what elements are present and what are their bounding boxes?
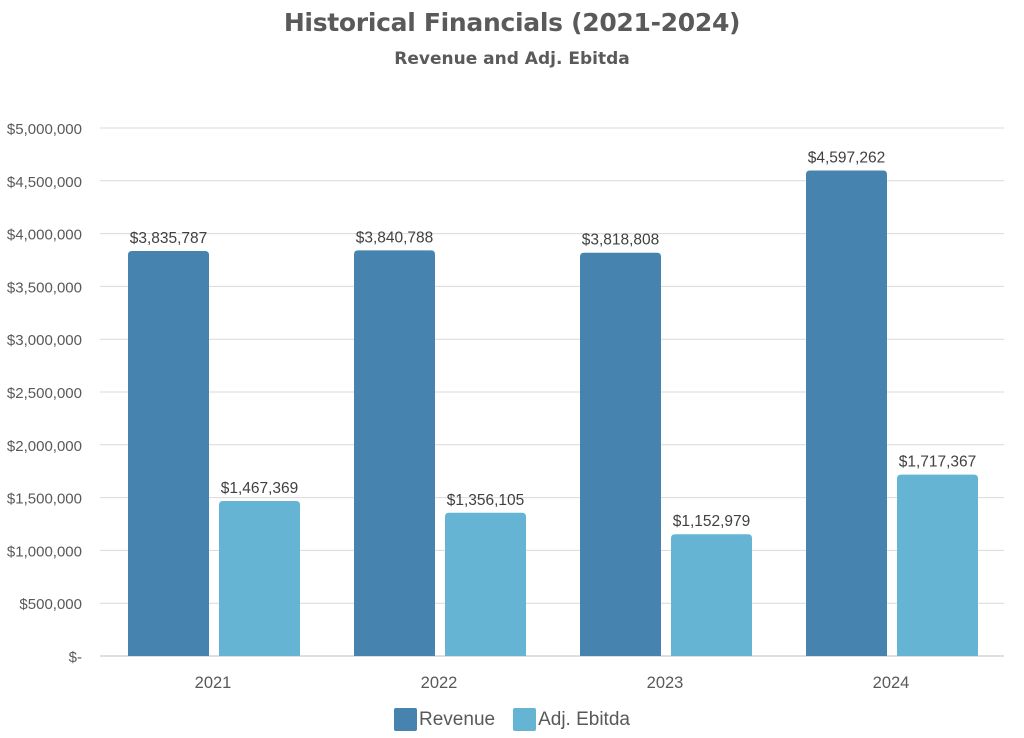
legend-item-revenue: Revenue: [394, 708, 495, 731]
chart-title: Historical Financials (2021-2024): [283, 8, 741, 37]
legend-label-revenue: Revenue: [419, 708, 496, 730]
data-label: $1,467,369: [221, 480, 299, 497]
y-tick-label: $-: [69, 649, 82, 666]
y-tick-label: $2,000,000: [7, 438, 82, 455]
x-tick-label: 2021: [195, 674, 232, 692]
legend-swatch-adj-ebitda: [513, 708, 537, 731]
data-label: $1,356,105: [447, 492, 525, 509]
data-label: $3,840,788: [356, 229, 434, 246]
chart-subtitle: Revenue and Adj. Ebitda: [394, 49, 630, 69]
data-label: $1,152,979: [673, 513, 751, 530]
legend-swatch-revenue: [394, 708, 418, 731]
bar-adj-ebitda-2022: [445, 512, 526, 656]
chart-legend: Revenue Adj. Ebitda: [0, 708, 1024, 731]
data-label: $1,717,367: [899, 454, 977, 471]
x-tick-label: 2024: [873, 674, 910, 692]
y-tick-label: $1,000,000: [7, 543, 82, 560]
x-tick-label: 2023: [647, 674, 684, 692]
legend-item-adj-ebitda: Adj. Ebitda: [513, 708, 630, 731]
bar-adj-ebitda-2024: [897, 474, 978, 656]
bar-revenue-2023: [580, 252, 661, 656]
bar-revenue-2024: [806, 170, 887, 657]
x-tick-label: 2022: [421, 674, 458, 692]
y-tick-label: $1,500,000: [7, 491, 82, 508]
data-label: $3,835,787: [130, 230, 208, 247]
data-label: $3,818,808: [582, 232, 660, 249]
y-tick-label: $3,000,000: [7, 332, 82, 349]
data-label: $4,597,262: [808, 150, 886, 167]
bar-adj-ebitda-2023: [671, 534, 752, 656]
y-tick-label: $5,000,000: [7, 121, 82, 138]
y-tick-label: $4,000,000: [7, 227, 82, 244]
bar-adj-ebitda-2021: [219, 501, 300, 656]
y-tick-label: $4,500,000: [7, 174, 82, 191]
y-tick-label: $3,500,000: [7, 279, 82, 296]
y-tick-label: $500,000: [19, 596, 82, 613]
bar-revenue-2022: [354, 250, 435, 656]
bar-revenue-2021: [128, 250, 209, 656]
y-tick-label: $2,500,000: [7, 385, 82, 402]
legend-label-adj-ebitda: Adj. Ebitda: [538, 708, 630, 730]
